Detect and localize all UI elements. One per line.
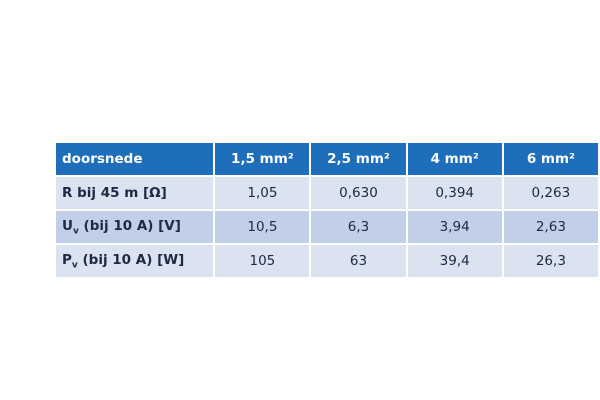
header-row: doorsnede 1,5 mm² 2,5 mm² 4 mm² 6 mm² xyxy=(53,141,600,177)
column-header: 2,5 mm² xyxy=(309,141,408,177)
table-row: Pv (bij 10 A) [W] 105 63 39,4 26,3 xyxy=(53,243,600,279)
label-symbol: P xyxy=(62,251,72,268)
value-cell: 63 xyxy=(309,243,408,279)
row-label: R bij 45 m [Ω] xyxy=(53,175,216,211)
value-cell: 1,05 xyxy=(213,175,312,211)
table-row: Uv (bij 10 A) [V] 10,5 6,3 3,94 2,63 xyxy=(53,209,600,245)
column-header: 1,5 mm² xyxy=(213,141,312,177)
value-cell: 0,630 xyxy=(309,175,408,211)
value-cell: 0,263 xyxy=(501,175,600,211)
column-header: 6 mm² xyxy=(501,141,600,177)
value-cell: 3,94 xyxy=(405,209,504,245)
row-label: Uv (bij 10 A) [V] xyxy=(53,209,216,245)
label-symbol: U xyxy=(62,217,73,234)
value-cell: 2,63 xyxy=(501,209,600,245)
data-table: doorsnede 1,5 mm² 2,5 mm² 4 mm² 6 mm² R bij … xyxy=(53,141,600,279)
label-subscript: v xyxy=(72,226,79,237)
label-subscript: v xyxy=(71,260,78,271)
table-row: R bij 45 m [Ω] 1,05 0,630 0,394 0,263 xyxy=(53,175,600,211)
value-cell: 0,394 xyxy=(405,175,504,211)
label-text: (bij 10 A) [W] xyxy=(77,251,185,268)
value-cell: 39,4 xyxy=(405,243,504,279)
value-cell: 6,3 xyxy=(309,209,408,245)
label-text: (bij 10 A) [V] xyxy=(78,217,181,234)
value-cell: 26,3 xyxy=(501,243,600,279)
column-header: 4 mm² xyxy=(405,141,504,177)
row-label: Pv (bij 10 A) [W] xyxy=(53,243,216,279)
value-cell: 105 xyxy=(213,243,312,279)
value-cell: 10,5 xyxy=(213,209,312,245)
row-header-title: doorsnede xyxy=(53,141,216,177)
